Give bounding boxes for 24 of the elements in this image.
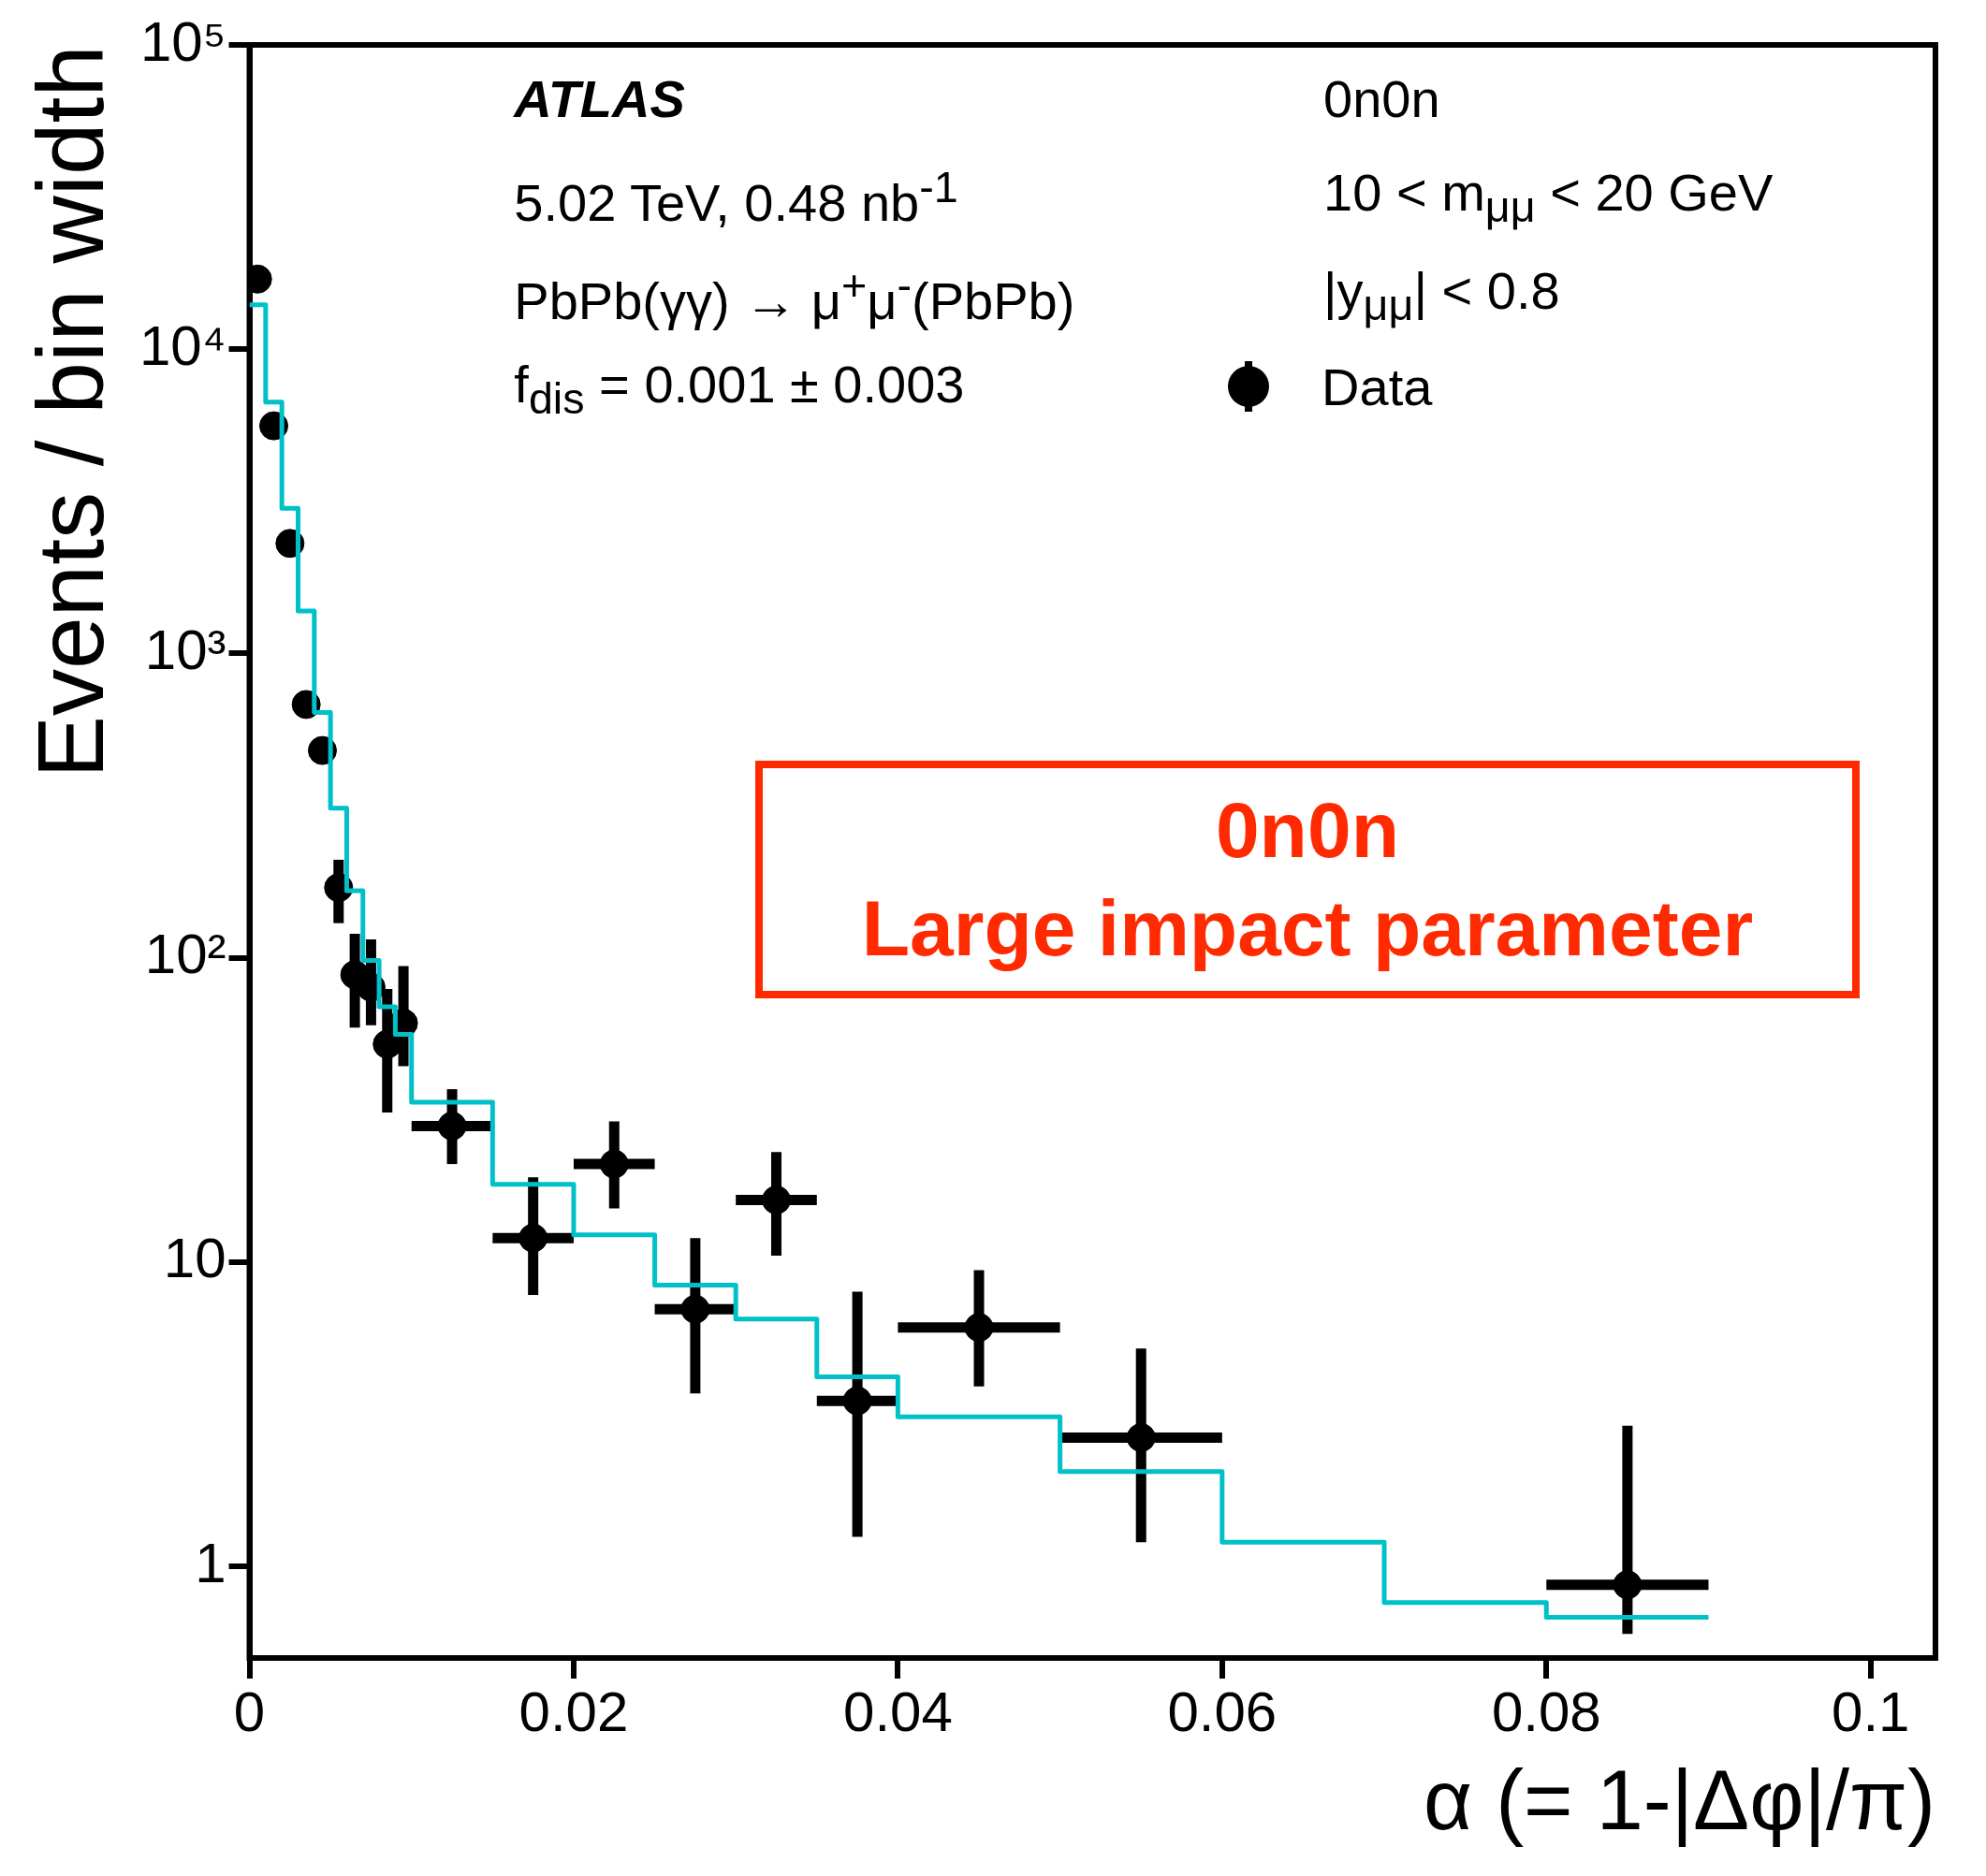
x-tick-label: 0.1 <box>1832 1680 1910 1743</box>
annotation: f$_{dis}$ = 0.001 ± 0.003 <box>514 354 965 425</box>
annotation: Large impact parameter <box>860 883 1755 974</box>
annotation: 5.02 TeV, 0.48 nb$^{-1}$ <box>514 162 958 233</box>
legend-label: Data <box>1322 356 1433 417</box>
y-tick-label: 10² <box>144 923 226 986</box>
annotation: |y$_{μμ}$| < 0.8 <box>1323 260 1560 331</box>
annotation: 10 < m$_{μμ}$ < 20 GeV <box>1323 162 1774 233</box>
y-tick-label: 10⁵ <box>139 9 226 73</box>
x-tick-label: 0.08 <box>1491 1680 1601 1743</box>
x-tick-label: 0 <box>233 1680 266 1743</box>
annotation: 0n0n <box>1214 785 1400 876</box>
x-tick-label: 0.04 <box>843 1680 953 1743</box>
y-tick-label: 10³ <box>144 618 226 681</box>
y-tick-label: 10⁴ <box>139 313 226 377</box>
y-tick-label: 1 <box>195 1531 226 1594</box>
annotation: 0n0n <box>1323 68 1440 129</box>
x-tick-label: 0.02 <box>518 1680 629 1743</box>
y-axis-title: Events / bin width <box>17 45 123 778</box>
x-tick-label: 0.06 <box>1167 1680 1278 1743</box>
annotation: PbPb(γγ) → μ$^{+}$μ$^{-}$(PbPb) <box>514 260 1075 331</box>
y-tick-label: 10 <box>163 1227 226 1290</box>
annotation: ATLAS <box>514 68 685 129</box>
x-axis-title: α (= 1-|Δφ|/π) <box>1424 1752 1935 1847</box>
